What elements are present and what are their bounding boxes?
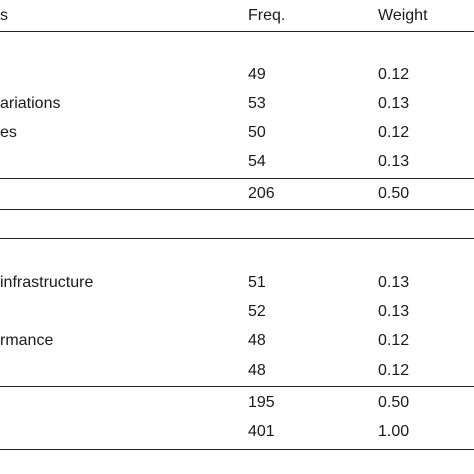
g1-row3-freq: 50 — [248, 124, 266, 141]
g2-row4-freq: 48 — [248, 362, 266, 379]
g1-subtotal-rule — [0, 178, 474, 179]
g2-subtotal-weight: 0.50 — [378, 394, 410, 411]
g2-row1-label: infrastructure — [0, 274, 94, 291]
table-bottom-rule — [0, 449, 474, 450]
column-header-freq: Freq. — [248, 7, 286, 24]
column-header-weight: Weight — [378, 7, 428, 24]
g2-row3-weight: 0.12 — [378, 332, 410, 349]
g1-subtotal-freq: 206 — [248, 185, 275, 202]
g1-row2-label: ariations — [0, 95, 61, 112]
g1-subtotal-weight: 0.50 — [378, 185, 410, 202]
column-header-label: s — [0, 7, 8, 24]
g1-row3-label: es — [0, 124, 17, 141]
section-rule-top — [0, 209, 474, 210]
g1-row1-weight: 0.12 — [378, 66, 410, 83]
g2-subtotal-freq: 195 — [248, 394, 275, 411]
grand-total-weight: 1.00 — [378, 423, 410, 440]
g2-row4-weight: 0.12 — [378, 362, 410, 379]
section-rule-bottom — [0, 238, 474, 239]
g2-row2-weight: 0.13 — [378, 303, 410, 320]
g2-row1-weight: 0.13 — [378, 274, 410, 291]
g2-row3-freq: 48 — [248, 332, 266, 349]
header-rule — [0, 31, 474, 32]
g1-row2-weight: 0.13 — [378, 95, 410, 112]
g1-row3-weight: 0.12 — [378, 124, 410, 141]
g2-row1-freq: 51 — [248, 274, 266, 291]
grand-total-freq: 401 — [248, 423, 275, 440]
g1-row4-freq: 54 — [248, 153, 266, 170]
g1-row1-freq: 49 — [248, 66, 266, 83]
g1-row4-weight: 0.13 — [378, 153, 410, 170]
g2-subtotal-rule — [0, 386, 474, 387]
g2-row3-label: rmance — [0, 332, 54, 349]
g1-row2-freq: 53 — [248, 95, 266, 112]
g2-row2-freq: 52 — [248, 303, 266, 320]
